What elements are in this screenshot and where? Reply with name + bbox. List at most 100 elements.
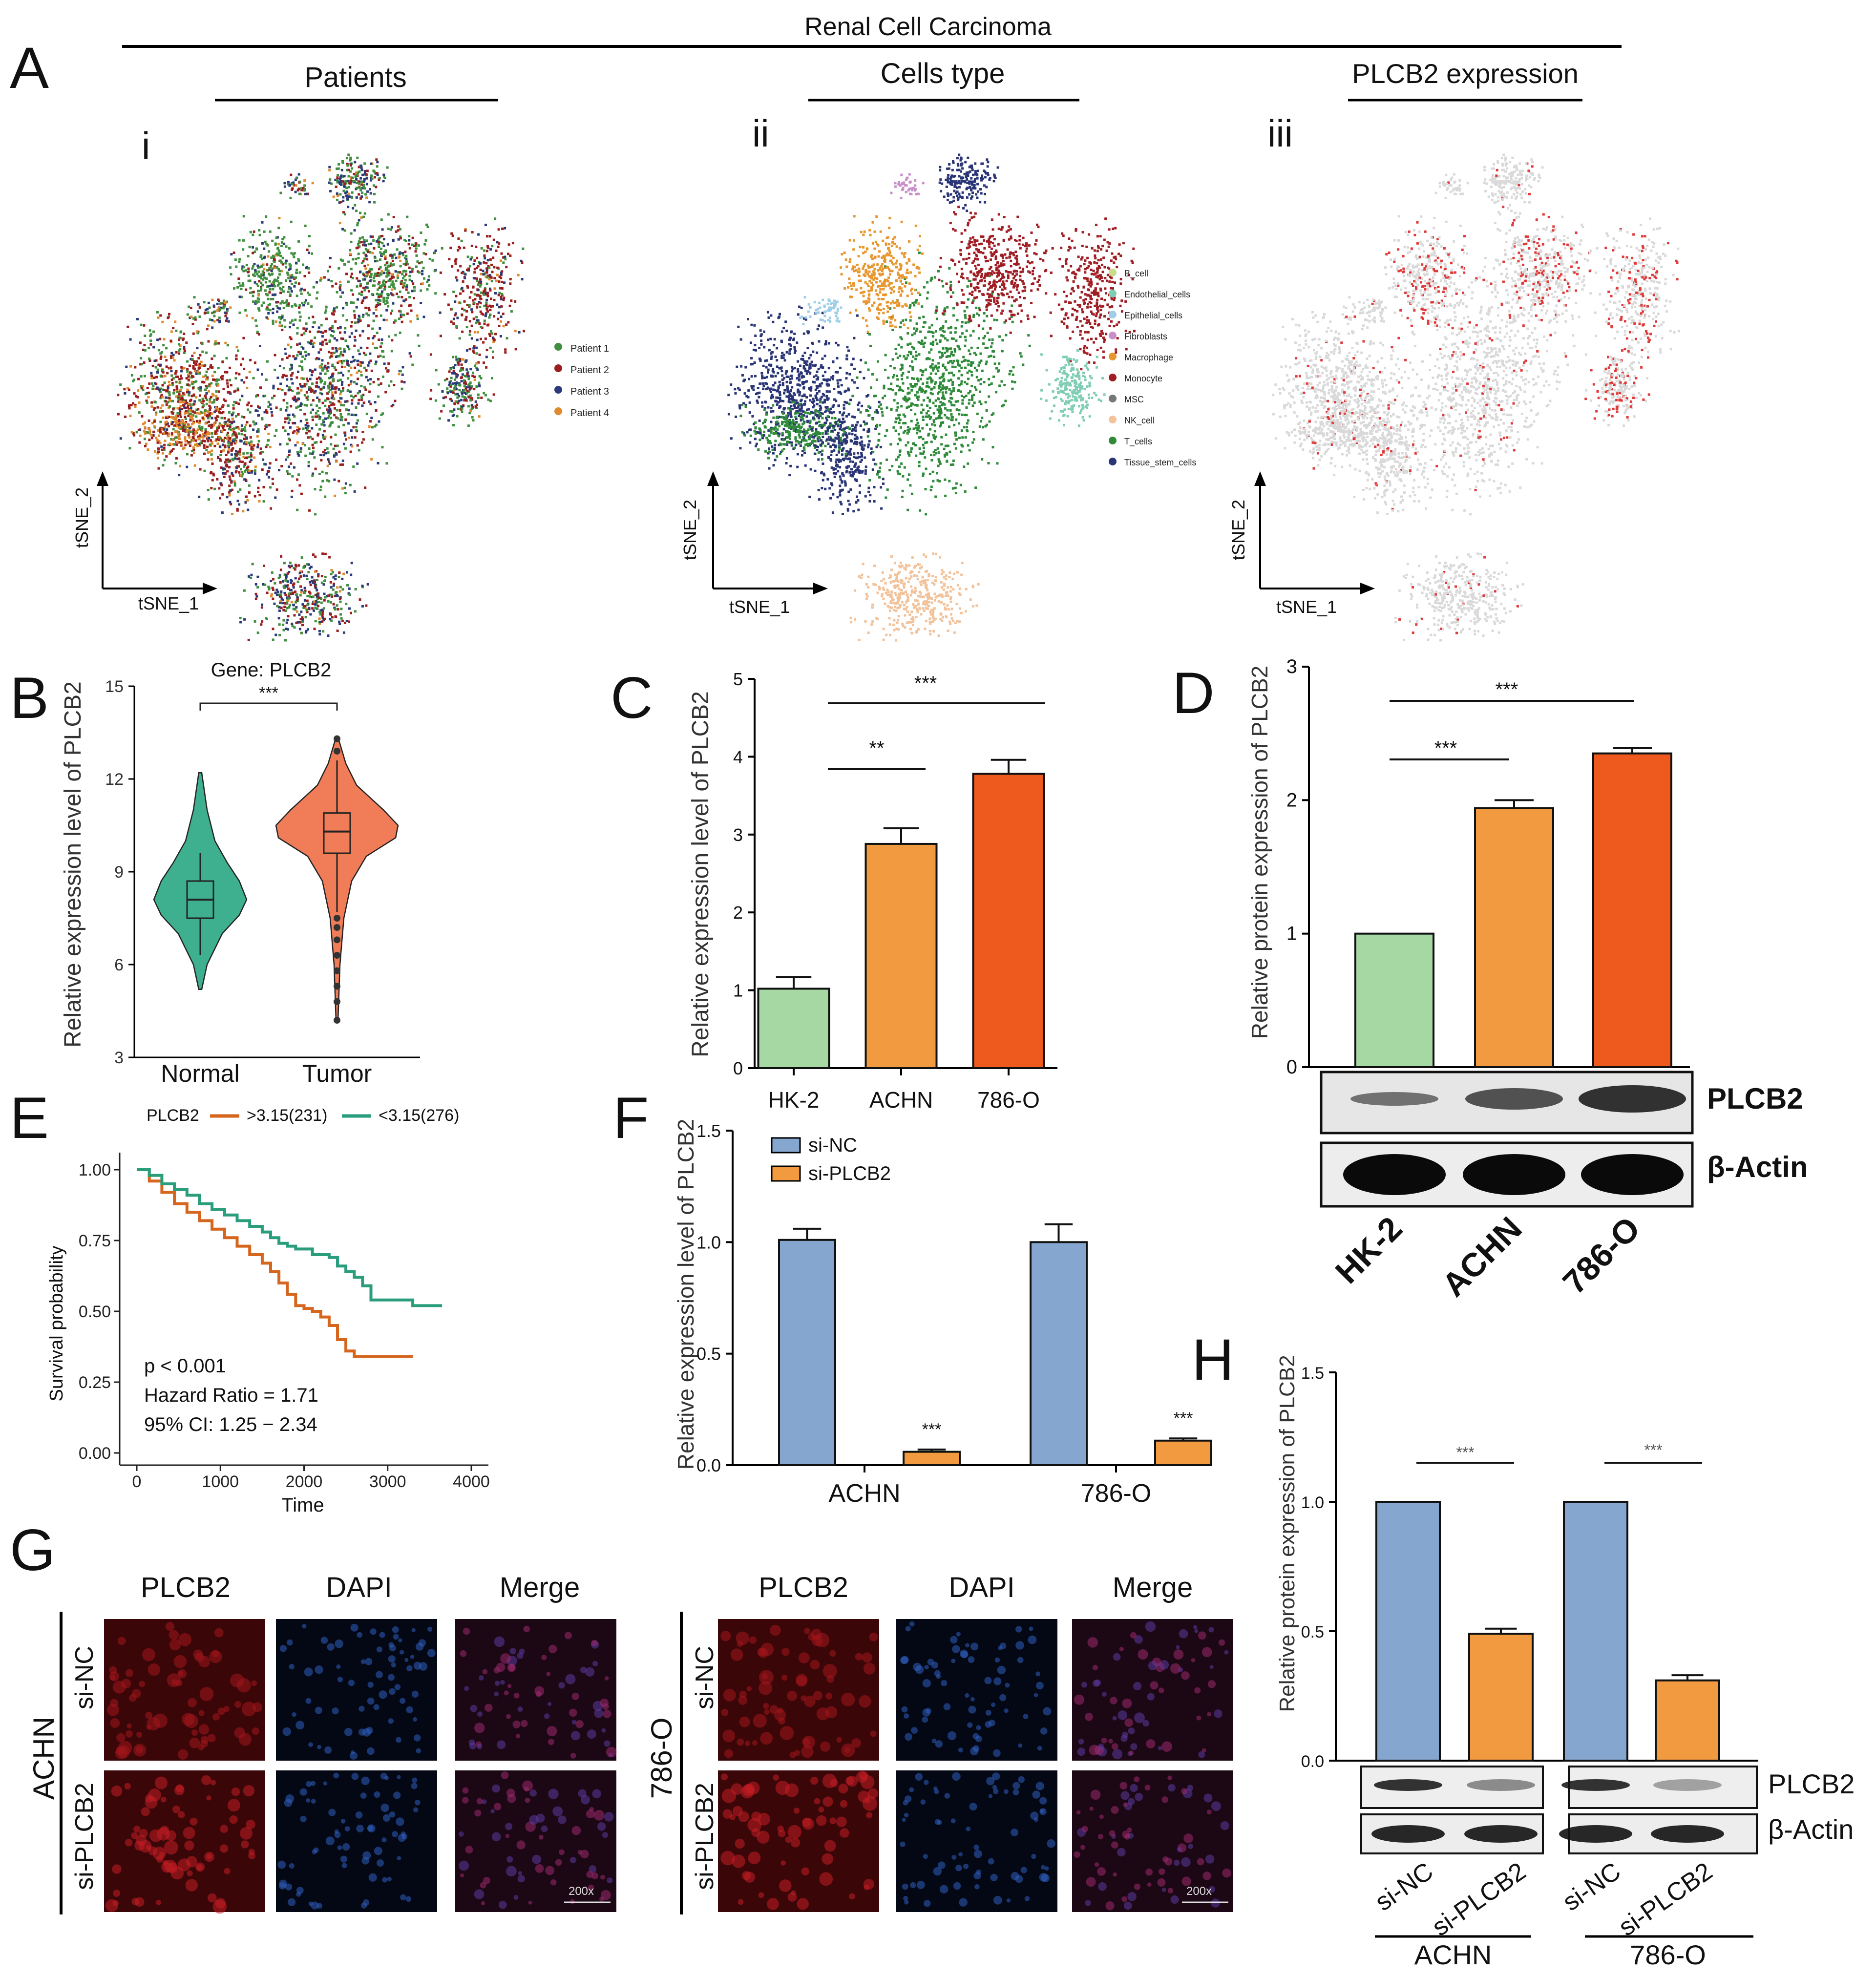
- tsne-patient-point: [193, 361, 196, 364]
- tsne-celltype-point: [800, 307, 803, 309]
- tsne-celltype-point: [819, 383, 822, 386]
- tsne-patient-point: [381, 350, 384, 353]
- tsne-patient-point: [312, 326, 315, 328]
- tsne-patient-point: [157, 450, 160, 453]
- tsne-patient-point: [271, 478, 274, 481]
- tsne-celltype-point: [795, 426, 798, 429]
- tsne-celltype-point: [801, 358, 804, 360]
- tsne-patient-point: [496, 241, 499, 244]
- tsne-patient-point: [369, 188, 371, 191]
- tsne-patient-point: [250, 447, 253, 450]
- tsne-celltype-point: [838, 439, 841, 442]
- tsne-patient-point: [449, 391, 452, 394]
- tsne-patient-point: [504, 258, 507, 261]
- tsne-patient-point: [163, 389, 166, 392]
- tsne-celltype-point: [832, 404, 835, 407]
- tsne-celltype-point: [840, 392, 843, 395]
- tsne-patient-point: [347, 437, 350, 440]
- tsne-patient-point: [211, 401, 214, 404]
- tsne-patient-point: [169, 366, 172, 369]
- tsne-patient-point: [253, 251, 256, 253]
- tsne-patient-point: [222, 411, 225, 414]
- tsne-patient-point: [311, 607, 314, 610]
- tsne-patient-point: [214, 342, 217, 345]
- tsne-patient-point: [350, 268, 353, 271]
- tsne-patient-point: [260, 304, 263, 307]
- tsne-patient-point: [144, 335, 147, 337]
- tsne-patient-point: [124, 392, 126, 395]
- tsne-patient-point: [449, 410, 452, 413]
- tsne-patient-point: [305, 327, 308, 330]
- tsne-patient-point: [279, 254, 282, 257]
- tsne-patient-point: [270, 593, 273, 596]
- tsne-patient-point: [289, 264, 292, 267]
- tsne-patient-point: [301, 442, 304, 445]
- tsne-patient-point: [289, 336, 292, 339]
- sub-label-iii: iii: [1267, 112, 1293, 155]
- tsne-patient-point: [386, 274, 389, 276]
- tsne-patient-point: [422, 315, 425, 318]
- tsne-patient-point: [357, 392, 359, 395]
- tsne-patient-point: [310, 374, 313, 377]
- tsne-celltype-point: [777, 385, 780, 388]
- tsne-celltype-point: [843, 400, 846, 403]
- tsne-patient-point: [251, 267, 254, 270]
- tsne-patient-point: [167, 386, 169, 389]
- tsne-patient-point: [287, 181, 290, 184]
- tsne-patient-point: [421, 273, 424, 275]
- tsne-patient-point: [406, 263, 409, 266]
- tsne-patient-point: [229, 460, 232, 463]
- tsne-patient-point: [342, 404, 345, 407]
- tsne-celltype-point: [837, 431, 840, 434]
- tsne-patient-point: [318, 596, 321, 599]
- tsne-patient-point: [376, 161, 379, 164]
- tsne-patient-point: [242, 282, 244, 285]
- tsne-patient-point: [217, 409, 220, 412]
- tsne-celltype-point: [784, 320, 787, 323]
- tsne-patient-point: [400, 387, 403, 390]
- tsne-celltype-point: [744, 405, 747, 408]
- tsne-patient-point: [411, 280, 413, 283]
- tsne-patient-point: [217, 298, 220, 301]
- tsne-patient-point: [310, 387, 313, 390]
- tsne-patient-point: [285, 621, 288, 624]
- tsne-patient-point: [186, 391, 189, 394]
- tsne-patient-point: [334, 608, 337, 610]
- tsne-celltype-point: [761, 377, 764, 379]
- tsne-patient-point: [397, 295, 400, 298]
- tsne-patient-point: [278, 282, 281, 285]
- tsne-patient-point: [387, 264, 390, 267]
- tsne-patient-point: [254, 465, 257, 468]
- tsne-celltype-point: [753, 422, 755, 425]
- tsne-celltype-point: [750, 357, 753, 359]
- tsne-patient-point: [199, 410, 202, 413]
- tsne-patient-point: [233, 482, 236, 485]
- tsne-patient-point: [319, 331, 322, 334]
- tsne-patient-point: [328, 556, 331, 559]
- tsne-celltype-point: [761, 405, 764, 408]
- tsne-celltype-point: [821, 458, 823, 461]
- tsne-patient-point: [330, 352, 333, 355]
- tsne-celltype-point: [803, 451, 806, 454]
- tsne-patient-point: [468, 330, 471, 333]
- tsne-patient-point: [355, 306, 358, 309]
- tsne-patient-point: [300, 589, 303, 592]
- tsne-patient-point: [255, 283, 258, 285]
- tsne-patient-point: [365, 312, 368, 315]
- tsne-patient-point: [198, 306, 201, 309]
- tsne-patient-point: [266, 617, 268, 620]
- tsne-patient-point: [480, 377, 483, 379]
- tsne-patient-point: [171, 412, 174, 415]
- tsne-patient-point: [165, 396, 168, 399]
- tsne-patient-point: [454, 312, 457, 315]
- tsne-patient-point: [272, 588, 274, 591]
- tsne-patient-point: [234, 415, 237, 418]
- tsne-patient-point: [239, 453, 242, 456]
- tsne-patient-point: [484, 315, 487, 317]
- tsne-patient-point: [286, 402, 289, 405]
- tsne-patient-point: [334, 615, 337, 618]
- tsne-patient-point: [490, 280, 493, 283]
- tsne-patient-point: [272, 384, 275, 387]
- tsne-patient-point: [335, 356, 337, 358]
- tsne-patient-point: [178, 393, 181, 396]
